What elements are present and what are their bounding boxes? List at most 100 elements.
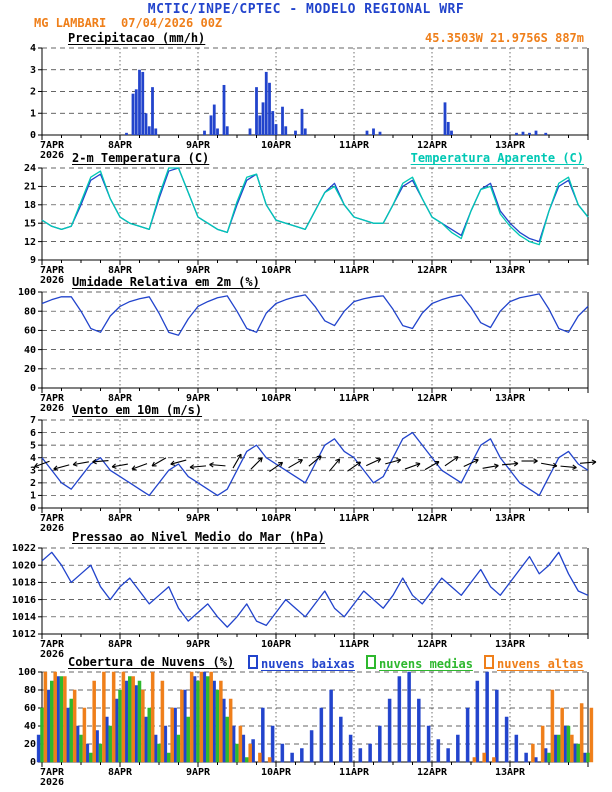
svg-text:1: 1 — [30, 491, 36, 502]
svg-text:11APR: 11APR — [339, 393, 370, 404]
svg-text:0: 0 — [30, 383, 36, 394]
legend-high-clouds-label: nuvens altas — [497, 657, 584, 671]
svg-text:2026: 2026 — [40, 523, 64, 534]
svg-text:0: 0 — [30, 130, 36, 141]
svg-text:10APR: 10APR — [261, 513, 292, 524]
svg-text:12: 12 — [24, 237, 36, 248]
svg-text:9APR: 9APR — [186, 140, 211, 151]
svg-text:11APR: 11APR — [339, 140, 370, 151]
legend-low-clouds: nuvens baixas — [248, 655, 355, 671]
svg-text:18: 18 — [24, 200, 36, 211]
svg-text:13APR: 13APR — [495, 140, 526, 151]
svg-text:8APR: 8APR — [108, 767, 133, 778]
svg-text:10APR: 10APR — [261, 767, 292, 778]
svg-text:3: 3 — [30, 65, 36, 76]
svg-text:4: 4 — [30, 43, 36, 54]
svg-text:11APR: 11APR — [339, 513, 370, 524]
svg-text:7: 7 — [30, 415, 36, 426]
svg-text:9: 9 — [30, 255, 36, 266]
model-run-label: 07/04/2026 00Z — [121, 16, 223, 30]
legend-low-clouds-label: nuvens baixas — [261, 657, 355, 671]
panel-title-temperature: 2-m Temperatura (C) — [72, 151, 210, 165]
svg-text:1: 1 — [30, 108, 36, 119]
high-clouds-swatch-icon — [484, 655, 494, 669]
mid-clouds-swatch-icon — [366, 655, 376, 669]
svg-text:9APR: 9APR — [186, 393, 211, 404]
svg-text:7APR: 7APR — [40, 639, 65, 650]
panel-title-pressure: Pressao ao Nivel Medio do Mar (hPa) — [72, 530, 325, 544]
svg-text:60: 60 — [24, 703, 36, 714]
svg-text:80: 80 — [24, 685, 36, 696]
svg-text:7APR: 7APR — [40, 767, 65, 778]
station-label: MG LAMBARI — [34, 16, 107, 30]
svg-text:6: 6 — [30, 428, 36, 439]
svg-text:13APR: 13APR — [495, 393, 526, 404]
svg-text:7APR: 7APR — [40, 513, 65, 524]
svg-text:10APR: 10APR — [261, 639, 292, 650]
panel-title-precipitation: Precipitacao (mm/h) — [68, 31, 206, 45]
svg-text:20: 20 — [24, 739, 36, 750]
svg-text:12APR: 12APR — [417, 393, 448, 404]
svg-text:8APR: 8APR — [108, 513, 133, 524]
svg-text:12APR: 12APR — [417, 639, 448, 650]
svg-text:13APR: 13APR — [495, 513, 526, 524]
svg-text:12APR: 12APR — [417, 513, 448, 524]
svg-text:9APR: 9APR — [186, 639, 211, 650]
legend-mid-clouds: nuvens medias — [366, 655, 473, 671]
svg-text:5: 5 — [30, 440, 36, 451]
svg-text:100: 100 — [18, 667, 36, 678]
svg-text:9APR: 9APR — [186, 513, 211, 524]
legend-mid-clouds-label: nuvens medias — [379, 657, 473, 671]
svg-text:60: 60 — [24, 326, 36, 337]
svg-text:13APR: 13APR — [495, 639, 526, 650]
svg-text:2026: 2026 — [40, 150, 64, 161]
apparent-temperature-label: Temperatura Aparente (C) — [410, 151, 584, 165]
svg-text:20: 20 — [24, 364, 36, 375]
page-title: MCTIC/INPE/CPTEC - MODELO REGIONAL WRF — [147, 2, 465, 17]
svg-text:1020: 1020 — [12, 560, 36, 571]
svg-text:13APR: 13APR — [495, 767, 526, 778]
svg-text:4: 4 — [30, 453, 36, 464]
svg-text:0: 0 — [30, 503, 36, 514]
svg-text:0: 0 — [30, 757, 36, 768]
svg-text:21: 21 — [24, 182, 36, 193]
legend-high-clouds: nuvens altas — [484, 655, 584, 671]
svg-text:10APR: 10APR — [261, 140, 292, 151]
svg-text:3: 3 — [30, 465, 36, 476]
svg-text:12APR: 12APR — [417, 767, 448, 778]
low-clouds-swatch-icon — [248, 655, 258, 669]
svg-text:9APR: 9APR — [186, 265, 211, 276]
svg-text:1022: 1022 — [12, 543, 36, 554]
svg-text:12APR: 12APR — [417, 265, 448, 276]
svg-text:2026: 2026 — [40, 403, 64, 414]
svg-text:11APR: 11APR — [339, 265, 370, 276]
svg-text:40: 40 — [24, 721, 36, 732]
panel-title-clouds: Cobertura de Nuvens (%) — [68, 655, 235, 669]
svg-text:1018: 1018 — [12, 578, 36, 589]
svg-text:11APR: 11APR — [339, 639, 370, 650]
panel-title-humidity: Umidade Relativa em 2m (%) — [72, 275, 260, 289]
svg-text:10APR: 10APR — [261, 393, 292, 404]
svg-text:7APR: 7APR — [40, 393, 65, 404]
svg-text:13APR: 13APR — [495, 265, 526, 276]
svg-text:2026: 2026 — [40, 777, 64, 788]
svg-text:12APR: 12APR — [417, 140, 448, 151]
svg-text:7APR: 7APR — [40, 265, 65, 276]
location-label: 45.3503W 21.9756S 887m — [425, 31, 584, 45]
svg-text:8APR: 8APR — [108, 265, 133, 276]
svg-text:1012: 1012 — [12, 629, 36, 640]
svg-text:10APR: 10APR — [261, 265, 292, 276]
svg-text:8APR: 8APR — [108, 140, 133, 151]
svg-text:11APR: 11APR — [339, 767, 370, 778]
svg-text:9APR: 9APR — [186, 767, 211, 778]
svg-text:7APR: 7APR — [40, 140, 65, 151]
svg-text:2: 2 — [30, 87, 36, 98]
svg-text:40: 40 — [24, 345, 36, 356]
